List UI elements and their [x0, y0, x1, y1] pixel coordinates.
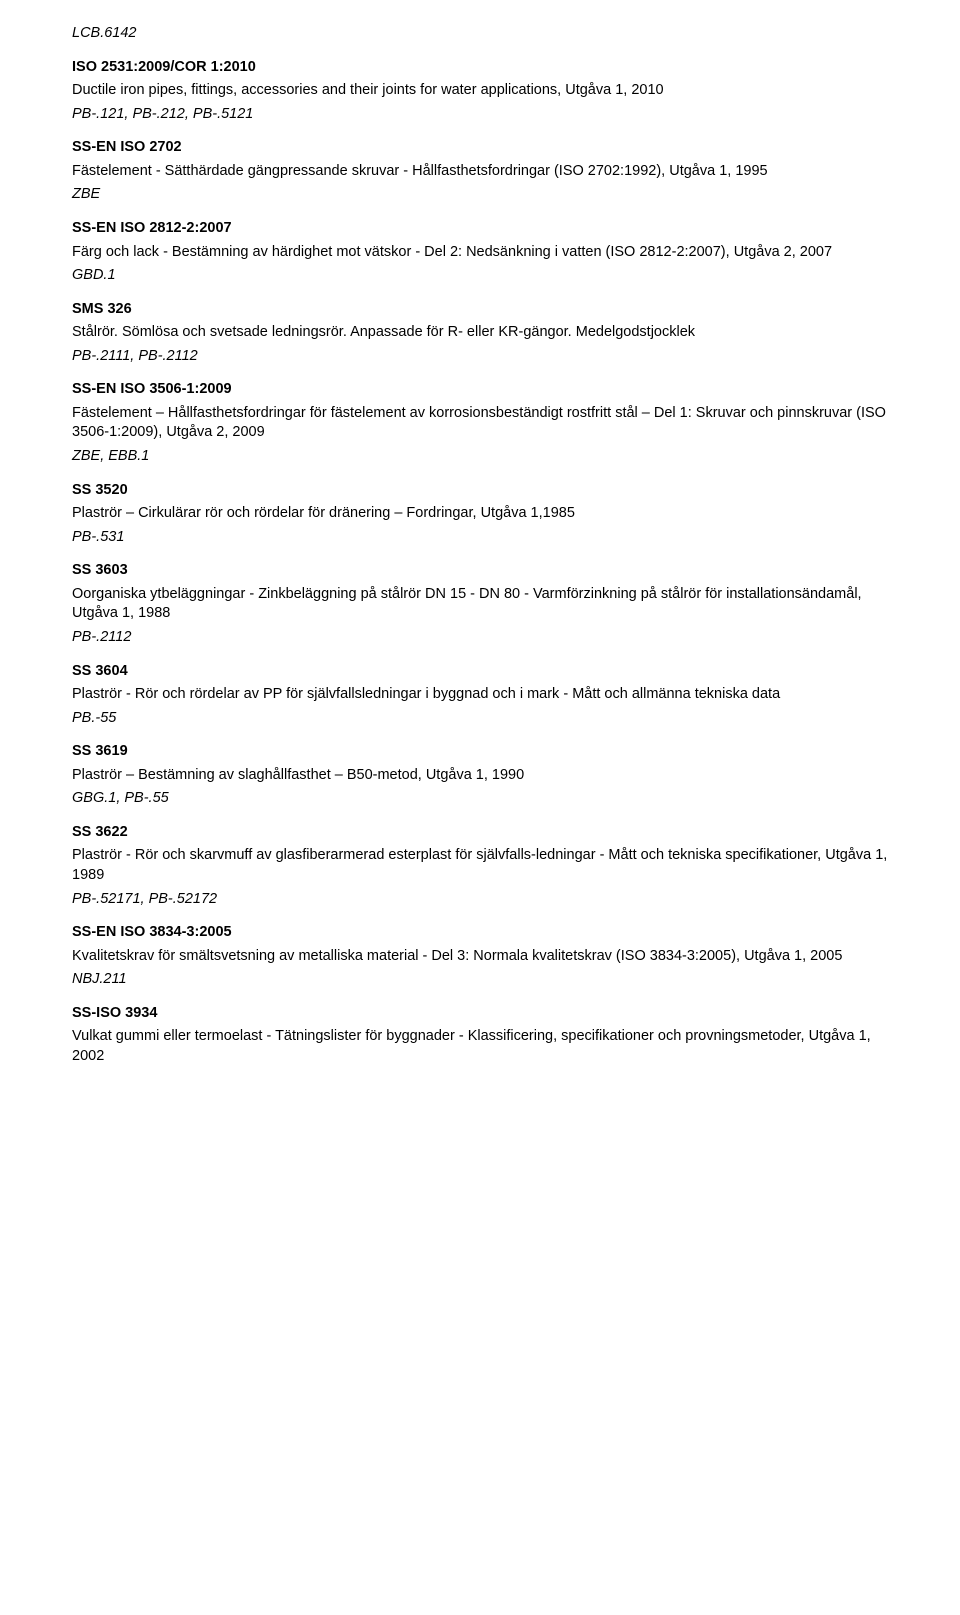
standard-ref: PB-.121, PB-.212, PB-.5121	[72, 105, 888, 125]
standard-entry: SS-EN ISO 2702 Fästelement - Sätthärdade…	[72, 138, 888, 205]
standard-entry: SS 3520 Plaströr – Cirkulärar rör och rö…	[72, 481, 888, 548]
standard-code: SMS 326	[72, 300, 888, 320]
standard-desc: Ductile iron pipes, fittings, accessorie…	[72, 81, 888, 101]
standard-ref: ZBE, EBB.1	[72, 447, 888, 467]
standard-ref: PB-.2111, PB-.2112	[72, 347, 888, 367]
standard-desc: Fästelement - Sätthärdade gängpressande …	[72, 162, 888, 182]
standard-code: SS 3622	[72, 823, 888, 843]
standard-ref: ZBE	[72, 185, 888, 205]
standard-desc: Plaströr – Bestämning av slaghållfasthet…	[72, 766, 888, 786]
standard-code: SS 3604	[72, 662, 888, 682]
standard-entry: SMS 326 Stålrör. Sömlösa och svetsade le…	[72, 300, 888, 367]
standard-desc: Vulkat gummi eller termoelast - Tätnings…	[72, 1027, 888, 1066]
standard-desc: Fästelement – Hållfasthetsfordringar för…	[72, 404, 888, 443]
standard-code: SS 3520	[72, 481, 888, 501]
standard-ref: PB-.2112	[72, 628, 888, 648]
standard-desc: Färg och lack - Bestämning av härdighet …	[72, 243, 888, 263]
standard-ref: GBG.1, PB-.55	[72, 789, 888, 809]
standard-entry: SS-EN ISO 3834-3:2005 Kvalitetskrav för …	[72, 923, 888, 990]
standard-code: SS-EN ISO 3834-3:2005	[72, 923, 888, 943]
standard-ref: PB-.531	[72, 528, 888, 548]
standard-entry: SS 3622 Plaströr - Rör och skarvmuff av …	[72, 823, 888, 909]
standard-code: SS-EN ISO 2702	[72, 138, 888, 158]
top-ref: LCB.6142	[72, 24, 888, 44]
standard-ref: NBJ.211	[72, 970, 888, 990]
standard-desc: Kvalitetskrav för smältsvetsning av meta…	[72, 947, 888, 967]
standard-entry: ISO 2531:2009/COR 1:2010 Ductile iron pi…	[72, 58, 888, 125]
standard-code: SS 3603	[72, 561, 888, 581]
standard-entry: SS 3604 Plaströr - Rör och rördelar av P…	[72, 662, 888, 729]
standard-entry: SS-ISO 3934 Vulkat gummi eller termoelas…	[72, 1004, 888, 1067]
standard-ref: GBD.1	[72, 266, 888, 286]
standard-code: SS-EN ISO 2812-2:2007	[72, 219, 888, 239]
standard-entry: SS 3603 Oorganiska ytbeläggningar - Zink…	[72, 561, 888, 647]
standard-code: ISO 2531:2009/COR 1:2010	[72, 58, 888, 78]
standard-code: SS-ISO 3934	[72, 1004, 888, 1024]
standard-ref: PB.-55	[72, 709, 888, 729]
standard-ref: PB-.52171, PB-.52172	[72, 890, 888, 910]
standard-entry: SS-EN ISO 3506-1:2009 Fästelement – Håll…	[72, 380, 888, 466]
standard-desc: Stålrör. Sömlösa och svetsade ledningsrö…	[72, 323, 888, 343]
standard-entry: SS 3619 Plaströr – Bestämning av slaghål…	[72, 742, 888, 809]
standard-desc: Plaströr – Cirkulärar rör och rördelar f…	[72, 504, 888, 524]
standard-entry: SS-EN ISO 2812-2:2007 Färg och lack - Be…	[72, 219, 888, 286]
standard-desc: Plaströr - Rör och rördelar av PP för sj…	[72, 685, 888, 705]
standard-code: SS-EN ISO 3506-1:2009	[72, 380, 888, 400]
standard-desc: Oorganiska ytbeläggningar - Zinkbeläggni…	[72, 585, 888, 624]
standard-code: SS 3619	[72, 742, 888, 762]
standard-desc: Plaströr - Rör och skarvmuff av glasfibe…	[72, 846, 888, 885]
